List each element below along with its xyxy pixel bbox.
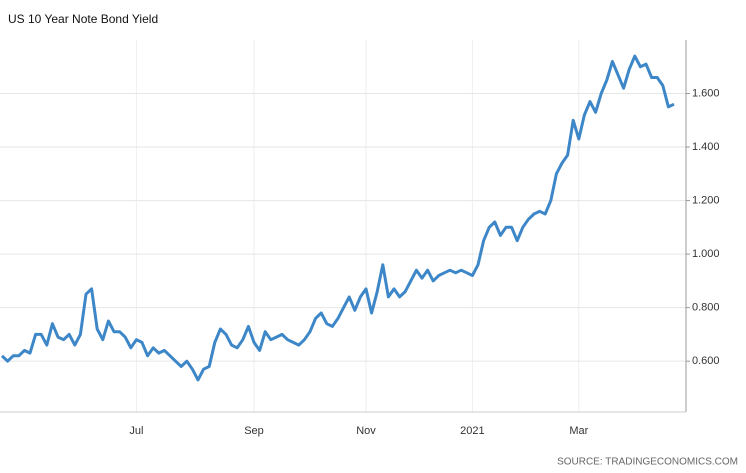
chart-title: US 10 Year Note Bond Yield bbox=[8, 12, 158, 26]
y-tick-label: 1.400 bbox=[692, 141, 720, 153]
x-tick-label: Mar bbox=[569, 425, 588, 437]
y-tick-label: 1.200 bbox=[692, 194, 720, 206]
x-tick-label: Jul bbox=[129, 425, 143, 437]
y-tick-label: 0.800 bbox=[692, 302, 720, 314]
yield-line bbox=[0, 54, 675, 382]
y-tick-label: 0.600 bbox=[692, 355, 720, 367]
x-tick-label: Sep bbox=[244, 425, 264, 437]
x-tick-label: 2021 bbox=[460, 425, 484, 437]
source-note: SOURCE: TRADINGECONOMICS.COM bbox=[557, 457, 738, 468]
x-tick-label: Nov bbox=[356, 425, 376, 437]
y-tick-label: 1.000 bbox=[692, 248, 720, 260]
y-tick-label: 1.600 bbox=[692, 87, 720, 99]
